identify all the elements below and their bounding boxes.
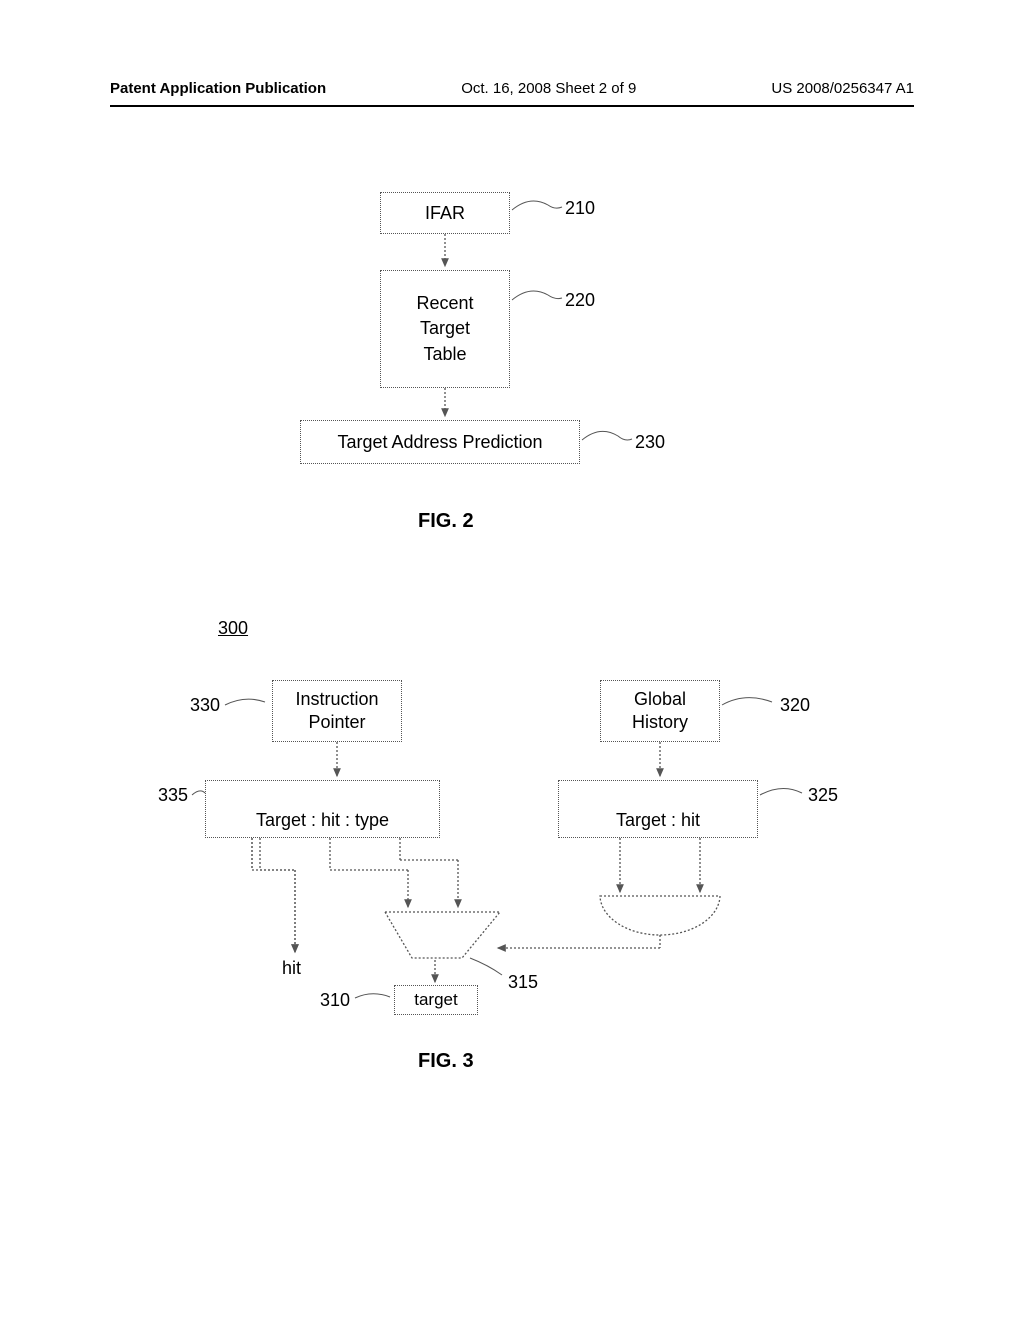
page-header: Patent Application Publication Oct. 16, … [0,80,1024,97]
header-right: US 2008/0256347 A1 [771,80,914,97]
fig3-box-th: Target : hit [558,780,758,838]
fig3-box-ip: Instruction Pointer [272,680,402,742]
fig2-rtt-text: Recent Target Table [416,291,473,367]
fig3-ref-330: 330 [190,695,220,716]
fig2-caption: FIG. 2 [418,510,474,533]
header-center: Oct. 16, 2008 Sheet 2 of 9 [461,80,636,97]
header-divider [110,105,914,107]
fig3-ref-320: 320 [780,695,810,716]
fig3-ref-310: 310 [320,990,350,1011]
fig2-box-tap: Target Address Prediction [300,420,580,464]
fig3-caption: FIG. 3 [418,1050,474,1073]
header-left: Patent Application Publication [110,80,326,97]
fig3-th-text: Target : hit [616,810,700,831]
fig3-ref-300: 300 [218,618,248,639]
fig3-ref-315: 315 [508,972,538,993]
fig3-box-target: target [394,985,478,1015]
fig2-ref-220: 220 [565,290,595,311]
fig2-tap-text: Target Address Prediction [337,432,542,453]
fig3-ip-text: Instruction Pointer [295,688,378,735]
fig3-tht-text: Target : hit : type [256,810,389,831]
fig3-box-gh: Global History [600,680,720,742]
fig2-ref-230: 230 [635,432,665,453]
fig2-box-ifar: IFAR [380,192,510,234]
fig3-ref-335: 335 [158,785,188,806]
diagram-svg [0,0,1024,1320]
fig3-hit-label: hit [282,958,301,979]
fig2-ref-210: 210 [565,198,595,219]
fig3-ref-325: 325 [808,785,838,806]
fig3-box-tht: Target : hit : type [205,780,440,838]
fig2-ifar-text: IFAR [425,203,465,224]
fig3-gh-text: Global History [632,688,688,735]
fig3-target-text: target [414,990,457,1010]
fig2-box-rtt: Recent Target Table [380,270,510,388]
